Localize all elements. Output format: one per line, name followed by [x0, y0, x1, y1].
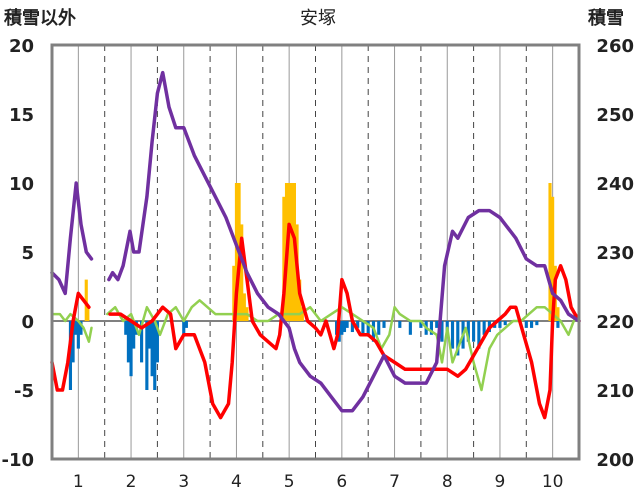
left-y-tick-label: 10	[9, 174, 34, 195]
precip_negative-bar	[482, 321, 486, 335]
precip_negative-bar	[435, 321, 439, 328]
precip_negative-bar	[472, 321, 476, 342]
precip_negative-bar	[503, 321, 507, 326]
x-tick-label: 7	[389, 472, 400, 492]
x-tick-label: 3	[178, 472, 189, 492]
plot-frame	[50, 43, 581, 461]
snow_depth-line	[107, 70, 581, 413]
snowfall-bar	[232, 265, 236, 321]
precip_negative-bar	[76, 321, 80, 349]
precip_negative-bar	[535, 321, 539, 326]
precip_negative-bar	[398, 321, 402, 328]
snowfall-bar	[242, 293, 246, 321]
precip_negative-bar	[71, 321, 75, 363]
left-axis-label: 積雪以外	[3, 7, 76, 29]
snowfall-bar	[300, 307, 304, 321]
left-y-tick-label: 20	[9, 36, 34, 57]
tick-labels: 20 15 10 5 0 -5 -10 260 250 240 230 220 210 200 1 2 3 4 5 6…	[1, 36, 634, 492]
precip_negative-bar	[182, 321, 186, 335]
precip_negative-bar	[377, 321, 381, 335]
right-y-tick-label: 230	[596, 243, 634, 264]
precip_negative-bar	[155, 321, 159, 363]
x-tick-label: 6	[336, 472, 347, 492]
snowfall-bar	[556, 307, 560, 321]
snowfall-bar	[282, 196, 286, 321]
x-tick-label: 8	[442, 472, 453, 492]
snowfall-bar	[86, 307, 90, 321]
precip_negative-bar	[145, 321, 149, 390]
x-tick-label: 4	[231, 472, 242, 492]
precip_negative-bar	[524, 321, 528, 328]
precip_negative-bar	[150, 321, 154, 377]
right-y-tick-label: 210	[596, 381, 634, 402]
bar-series-layer	[68, 183, 560, 390]
left-y-tick-label: -5	[14, 381, 34, 402]
precip_negative-bar	[498, 321, 502, 328]
precip_negative-bar	[419, 321, 423, 328]
precip_negative-bar	[440, 321, 444, 342]
precip_negative-bar	[79, 321, 83, 335]
precip_negative-bar	[429, 321, 434, 335]
x-tick-label: 9	[495, 472, 506, 492]
right-y-tick-label: 240	[596, 174, 634, 195]
precip_negative-bar	[147, 321, 152, 349]
x-tick-label: 2	[126, 472, 137, 492]
precip_negative-bar	[350, 321, 354, 333]
snowfall-bar	[234, 183, 239, 321]
precip_negative-bar	[345, 321, 349, 328]
x-tick-label: 1	[73, 472, 84, 492]
precip_negative-bar	[356, 321, 360, 328]
precip_negative-bar	[456, 321, 460, 356]
temperature-line	[108, 222, 581, 420]
precip_negative-bar	[129, 321, 133, 377]
x-tick-label: 10	[542, 472, 564, 492]
precip_negative-bar	[361, 321, 365, 335]
line-series-layer	[50, 70, 581, 420]
temperature-line	[50, 291, 91, 392]
snowfall-bar	[548, 183, 552, 321]
snowfall-bar	[298, 279, 302, 321]
precip_negative-bar	[184, 321, 188, 328]
precip_negative-bar	[556, 321, 560, 328]
right-y-tick-label: 220	[596, 312, 634, 333]
precip_negative-bar	[450, 321, 455, 349]
snowfall-bar	[551, 196, 555, 321]
right-y-tick-label: 250	[596, 105, 634, 126]
precip_negative-bar	[371, 321, 376, 342]
snowfall-bar	[84, 279, 88, 321]
precip_negative-bar	[340, 321, 344, 335]
precip_negative-bar	[408, 321, 412, 335]
precip_negative-bar	[466, 321, 470, 342]
right-y-tick-label: 260	[596, 36, 634, 57]
grid-lines	[52, 45, 580, 459]
left-y-tick-label: 5	[21, 243, 34, 264]
precip_negative-bar	[477, 321, 481, 349]
left-y-tick-label: 0	[21, 312, 34, 333]
left-y-tick-label: 15	[9, 105, 34, 126]
left-y-tick-label: -10	[1, 450, 34, 471]
sunshine-line	[50, 312, 93, 343]
snowfall-bar	[240, 224, 244, 321]
precip_negative-bar	[74, 321, 78, 335]
snow_depth-line	[50, 181, 94, 296]
snowfall-bar	[290, 183, 294, 321]
precip_negative-bar	[126, 321, 130, 363]
precip_negative-bar	[382, 321, 386, 328]
precip_negative-bar	[530, 321, 534, 328]
precip_negative-bar	[153, 321, 157, 390]
x-tick-label: 5	[284, 472, 295, 492]
precip_negative-bar	[124, 321, 128, 335]
right-y-tick-label: 200	[596, 450, 634, 471]
right-axis-label: 積雪	[587, 7, 624, 29]
sunshine-line	[106, 299, 581, 392]
chart-title: 安塚	[300, 8, 336, 29]
snowfall-bar	[287, 183, 291, 321]
precip_negative-bar	[132, 321, 136, 349]
precip_negative-bar	[366, 321, 370, 335]
precip_negative-bar	[342, 321, 347, 333]
precip_negative-bar	[140, 321, 144, 363]
